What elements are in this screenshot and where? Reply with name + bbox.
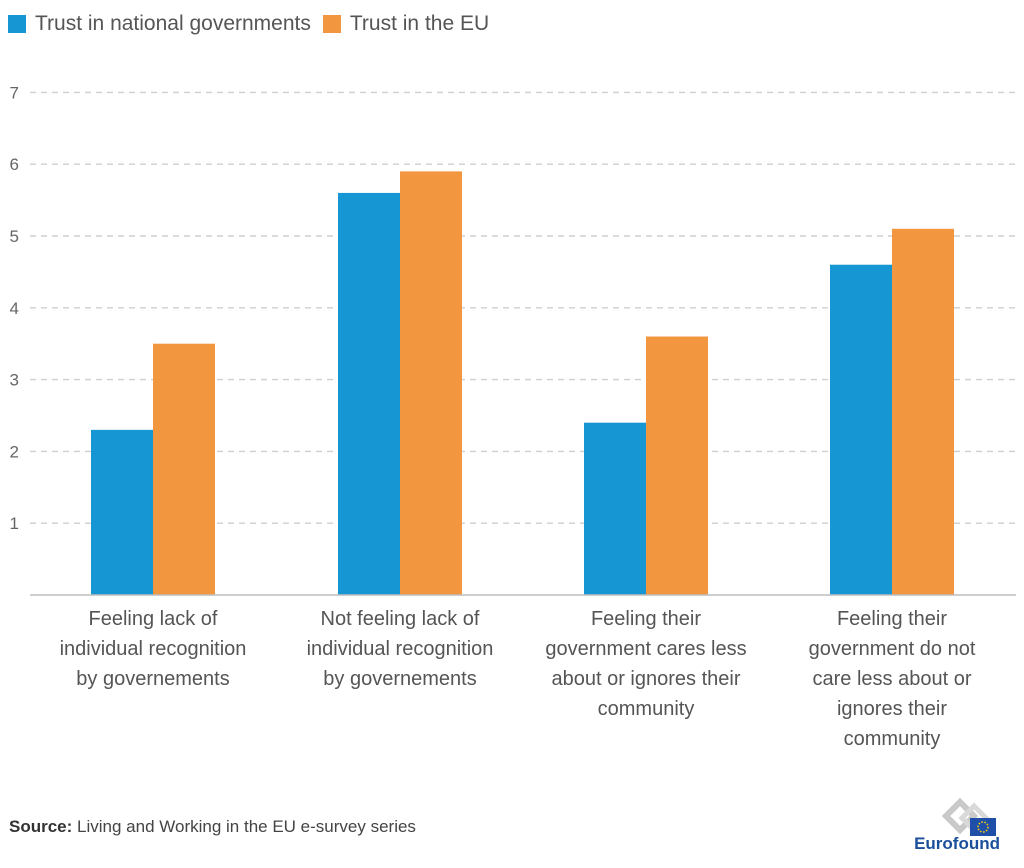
x-category-label-line: community [597,698,695,720]
x-category-label-line: care less about or [812,668,972,690]
x-category-label-line: Not feeling lack of [320,608,480,630]
y-tick-label-1: 1 [10,514,19,533]
legend-label-national: Trust in national governments [35,12,311,35]
bar-national-1 [91,429,153,595]
legend-swatch-national [8,15,26,33]
y-tick-label-5: 5 [10,227,19,246]
bar-eu-3 [646,336,708,595]
x-category-label-line: by governements [76,668,230,690]
x-category-label-line: individual recognition [306,638,494,660]
x-category-label-line: about or ignores their [551,668,741,690]
x-category-label-3: Feeling their government cares less about … [531,604,761,724]
legend-swatch-eu [322,15,341,33]
y-tick-label-4: 4 [10,299,19,318]
x-category-label-2: Not feeling lack of individual recognitio… [285,604,515,694]
x-category-label-4: Feeling their government do not care less … [777,604,1007,754]
y-tick-label-2: 2 [10,442,19,461]
bar-national-3 [584,422,646,595]
x-category-label-line: government do not [808,638,976,660]
legend-label-eu: Trust in the EU [349,12,490,35]
legend-item-eu: Trust in the EU [322,12,490,36]
x-category-label-line: government cares less [545,638,747,660]
eurofound-logo: Eurofound [908,794,1008,858]
bar-national-2 [338,192,400,596]
y-tick-label-7: 7 [10,83,19,102]
bar-chart: 1 2 3 4 5 6 7 [10,83,1016,596]
chart-legend: Trust in national governments Trust in t… [8,12,501,36]
bar-eu-4 [892,228,954,595]
y-tick-label-6: 6 [10,155,19,174]
eurofound-logo-mark [941,797,996,836]
bar-eu-2 [400,171,462,595]
y-tick-label-3: 3 [10,371,19,390]
x-category-label-line: by governements [323,668,477,690]
logo-text: Eurofound [914,834,1000,853]
bar-national-4 [830,264,892,595]
x-category-label-line: Feeling lack of [88,608,218,630]
category-axis-labels: Feeling lack of individual recognition by … [0,604,1024,764]
legend-item-national: Trust in national governments [8,12,311,36]
x-category-label-line: individual recognition [59,638,247,660]
x-category-label-line: ignores their [836,698,948,720]
bar-eu-1 [153,343,215,595]
x-category-label-line: community [843,728,941,750]
source-text: Living and Working in the EU e-survey se… [77,817,416,836]
x-category-label-line: Feeling their [590,608,702,630]
source-label: Source: [9,817,73,836]
x-category-label-line: Feeling their [836,608,948,630]
x-category-label-1: Feeling lack of individual recognition by … [38,604,268,694]
source-note: Source: Living and Working in the EU e-s… [9,817,416,837]
